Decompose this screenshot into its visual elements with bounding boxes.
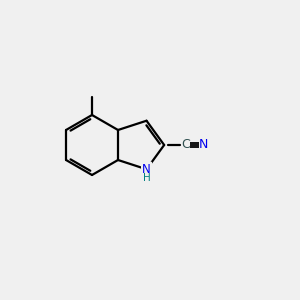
Text: C: C bbox=[181, 139, 190, 152]
Text: N: N bbox=[199, 139, 208, 152]
Text: H: H bbox=[143, 173, 150, 183]
Text: N: N bbox=[142, 163, 151, 176]
